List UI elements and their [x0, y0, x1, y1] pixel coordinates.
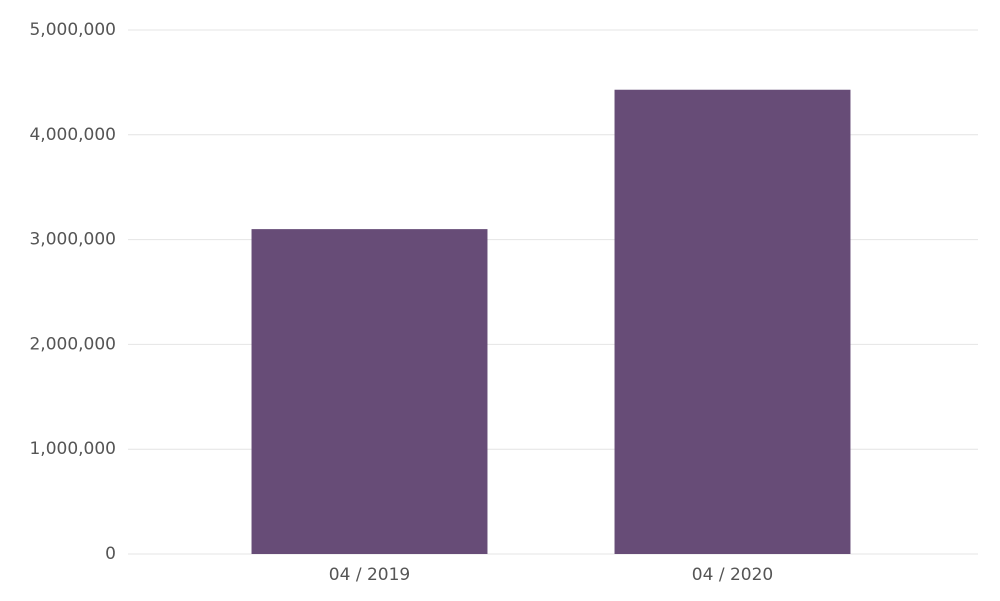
x-tick-label: 04 / 2019: [329, 565, 410, 585]
y-tick-label: 2,000,000: [29, 334, 116, 354]
y-tick-label: 4,000,000: [29, 125, 116, 145]
y-tick-label: 3,000,000: [29, 230, 116, 250]
bar: [614, 89, 851, 555]
bar: [251, 229, 488, 554]
y-tick-label: 1,000,000: [29, 439, 116, 459]
x-tick-label: 04 / 2020: [692, 565, 773, 585]
y-tick-label: 0: [105, 544, 116, 564]
y-tick-label: 5,000,000: [29, 20, 116, 40]
